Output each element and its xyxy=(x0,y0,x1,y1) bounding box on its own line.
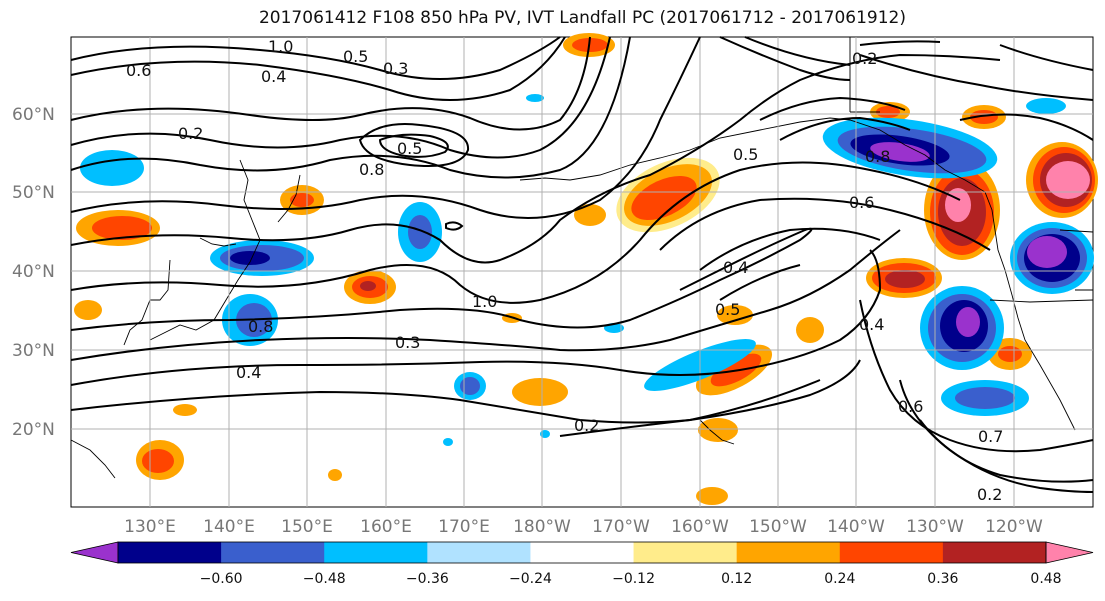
lat-label-20n: 20°N xyxy=(12,420,55,440)
colorbar-segment xyxy=(736,542,841,563)
contour-labels: 1.0 0.6 0.5 0.3 0.2 0.4 0.8 0.5 0.6 0.4 … xyxy=(126,37,1003,504)
coastlines xyxy=(70,37,1094,479)
colorbar-extend-min xyxy=(70,541,119,564)
lat-label-30n: 30°N xyxy=(12,341,55,361)
colorbar-extend-max xyxy=(1045,541,1094,564)
colorbar-segment xyxy=(839,542,944,563)
map-title: 2017061412 F108 850 hPa PV, IVT Landfall… xyxy=(258,8,906,28)
colorbar-segment xyxy=(427,542,531,563)
positive-anomaly-region-misc xyxy=(74,33,1032,505)
colorbar-tick-label: 0.36 xyxy=(927,571,958,587)
contour-label: 0.6 xyxy=(898,397,923,416)
colorbar-tick-label: 0.12 xyxy=(721,571,752,587)
contour-label: 0.7 xyxy=(978,427,1003,446)
colorbar-segments xyxy=(70,541,1094,564)
colorbar-ticks: −0.60 −0.48 −0.36 −0.24 −0.12 0.12 0.24 0.36 0.4… xyxy=(200,571,1062,587)
pv-contours xyxy=(70,36,1094,493)
contour-label: 0.5 xyxy=(343,47,368,66)
contour-label: 0.6 xyxy=(849,193,874,212)
contour-label: 0.4 xyxy=(859,315,884,334)
positive-anomaly-region-canada xyxy=(1026,142,1098,218)
lon-label: 150°E xyxy=(281,517,333,537)
lon-label: 150°W xyxy=(749,517,807,537)
latitude-labels: 60°N 50°N 40°N 30°N 20°N xyxy=(12,105,55,440)
longitude-labels: 130°E 140°E 150°E 160°E 170°E 180°W 170°… xyxy=(124,517,1043,537)
contour-label: 0.2 xyxy=(178,124,203,143)
ivt-anomaly-shading xyxy=(74,33,1098,505)
colorbar-segment xyxy=(633,542,738,563)
contour-label: 1.0 xyxy=(472,292,497,311)
contour-label: 0.2 xyxy=(852,49,877,68)
colorbar-tick-label: −0.24 xyxy=(509,571,552,587)
lon-label: 120°W xyxy=(985,517,1043,537)
contour-label: 0.4 xyxy=(723,258,748,277)
colorbar-segment xyxy=(530,542,635,563)
contour-label: 0.4 xyxy=(261,67,286,86)
contour-label: 0.4 xyxy=(236,363,261,382)
lon-label: 140°W xyxy=(827,517,885,537)
lat-label-60n: 60°N xyxy=(12,105,55,125)
lon-label: 130°E xyxy=(124,517,176,537)
colorbar-tick-label: −0.36 xyxy=(406,571,449,587)
colorbar-tick-label: −0.60 xyxy=(200,571,243,587)
contour-label: 0.2 xyxy=(574,416,599,435)
lon-label: 160°W xyxy=(671,517,729,537)
contour-label: 0.6 xyxy=(126,61,151,80)
positive-anomaly-region-bc-coast xyxy=(924,160,1000,260)
colorbar-segment xyxy=(118,542,222,563)
lat-label-50n: 50°N xyxy=(12,183,55,203)
lon-label: 160°E xyxy=(360,517,412,537)
colorbar-segment xyxy=(221,542,325,563)
colorbar: −0.60 −0.48 −0.36 −0.24 −0.12 0.12 0.24 0.36 0.4… xyxy=(70,541,1094,587)
contour-label: 0.3 xyxy=(395,333,420,352)
lat-label-40n: 40°N xyxy=(12,262,55,282)
contour-label: 0.3 xyxy=(383,59,408,78)
lon-label: 140°E xyxy=(203,517,255,537)
contour-label: 0.8 xyxy=(865,147,890,166)
lon-label: 180°W xyxy=(513,517,571,537)
contour-label: 1.0 xyxy=(268,37,293,56)
contour-label: 0.5 xyxy=(715,300,740,319)
colorbar-outline xyxy=(117,541,1047,564)
lon-label: 170°E xyxy=(438,517,490,537)
colorbar-segment xyxy=(324,542,428,563)
colorbar-tick-label: 0.24 xyxy=(824,571,855,587)
contour-label: 0.5 xyxy=(397,139,422,158)
contour-label: 0.8 xyxy=(359,160,384,179)
lon-label: 170°W xyxy=(592,517,650,537)
colorbar-tick-label: −0.48 xyxy=(303,571,346,587)
colorbar-tick-label: 0.48 xyxy=(1030,571,1061,587)
colorbar-segment xyxy=(942,542,1047,563)
negative-anomaly-region-great-basin xyxy=(1010,222,1094,294)
contour-label: 0.2 xyxy=(977,485,1002,504)
lon-label: 130°W xyxy=(906,517,964,537)
contour-label: 0.5 xyxy=(733,145,758,164)
colorbar-tick-label: −0.12 xyxy=(612,571,655,587)
negative-anomaly-region-california xyxy=(920,286,1004,370)
contour-label: 0.8 xyxy=(248,317,273,336)
